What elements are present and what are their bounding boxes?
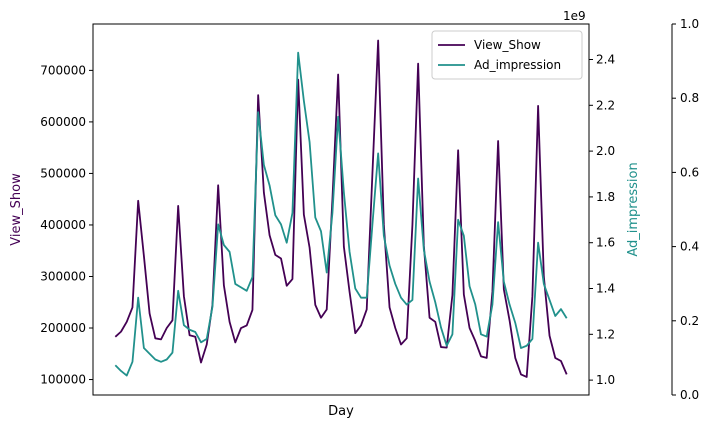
series-line-view-show [114, 39, 568, 378]
right-axis-offset-text: 1e9 [563, 9, 586, 23]
series-line-ad-impression [114, 51, 568, 377]
left-tick-label: 500000 [40, 166, 86, 180]
left-tick-label: 400000 [40, 218, 86, 232]
right-tick-label: 1.2 [596, 327, 615, 341]
left-y-axis: 100000 200000 300000 400000 500000 600000 7000… [40, 63, 93, 387]
extra-tick-label: 0.0 [680, 388, 699, 402]
extra-tick-label: 0.6 [680, 165, 699, 179]
legend-label-ad-impression: Ad_impression [474, 58, 561, 72]
left-tick-label: 300000 [40, 269, 86, 283]
extra-y-axis: 0.0 0.2 0.4 0.6 0.8 1.0 [671, 17, 699, 402]
right-tick-label: 1.0 [596, 373, 615, 387]
x-axis-title: Day [328, 404, 354, 419]
left-tick-label: 200000 [40, 321, 86, 335]
extra-tick-label: 0.2 [680, 314, 699, 328]
left-y-axis-title: View_Show [9, 173, 24, 246]
left-tick-label: 100000 [40, 373, 86, 387]
legend-label-view-show: View_Show [474, 38, 541, 52]
right-tick-label: 2.0 [596, 144, 615, 158]
right-tick-label: 1.6 [596, 236, 615, 250]
extra-tick-label: 0.4 [680, 240, 699, 254]
extra-tick-label: 0.8 [680, 91, 699, 105]
left-tick-label: 600000 [40, 115, 86, 129]
right-tick-label: 2.2 [596, 98, 615, 112]
right-tick-label: 1.8 [596, 190, 615, 204]
right-y-axis-title: Ad_impression [626, 162, 641, 256]
legend: View_Show Ad_impression [431, 30, 583, 80]
right-tick-label: 1.4 [596, 282, 615, 296]
right-tick-label: 2.4 [596, 52, 615, 66]
right-y-axis: 1.0 1.2 1.4 1.6 1.8 2.0 2.2 2.4 [589, 52, 615, 387]
left-tick-label: 700000 [40, 63, 86, 77]
legend-box [431, 30, 583, 80]
extra-tick-label: 1.0 [680, 17, 699, 31]
lines-layer [114, 39, 568, 378]
plot-frame [92, 23, 590, 396]
